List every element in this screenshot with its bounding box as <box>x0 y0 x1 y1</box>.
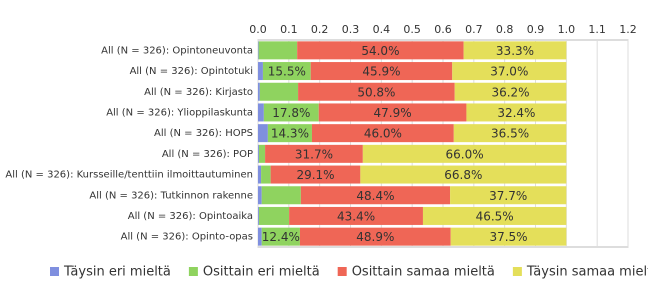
bar-segment <box>310 62 453 81</box>
bar-segment <box>263 103 319 122</box>
bar-segment <box>261 186 301 205</box>
legend-label: Osittain eri mieltä <box>203 265 320 280</box>
y-tick-label: All (N = 326): Tutkinnon rakenne <box>89 190 253 201</box>
data-label: 33.3% <box>496 44 534 58</box>
bar-segment <box>289 206 423 225</box>
data-label: 14.3% <box>271 127 309 141</box>
data-label: 47.9% <box>374 106 412 120</box>
y-tick-label: All (N = 326): Kirjasto <box>144 87 253 98</box>
y-tick-label: All (N = 326): Kursseille/tenttiin ilmoi… <box>5 170 253 181</box>
data-label: 48.4% <box>356 189 394 203</box>
data-label: 54.0% <box>361 44 399 58</box>
x-tick-label: 0.4 <box>373 23 391 36</box>
x-tick-label: 0.8 <box>496 23 514 36</box>
bar-segment <box>258 206 290 225</box>
data-label: 37.7% <box>489 189 527 203</box>
bar-segment <box>258 41 298 60</box>
legend-swatch <box>512 267 522 276</box>
x-tick-label: 0.2 <box>311 23 329 36</box>
y-tick-label: All (N = 326): Ylioppilaskunta <box>106 107 253 118</box>
bar-segment <box>258 186 262 205</box>
data-label: 50.8% <box>357 85 395 99</box>
data-label: 66.0% <box>446 147 484 161</box>
bar-segment <box>466 103 567 122</box>
bar-segment <box>261 165 271 184</box>
data-label: 37.0% <box>490 65 528 79</box>
legend-label: Täysin eri mieltä <box>63 265 171 280</box>
legend-swatch <box>337 267 347 276</box>
x-tick-label: 0.7 <box>465 23 483 36</box>
bar-segment <box>258 206 259 225</box>
data-label: 37.5% <box>489 230 527 244</box>
data-label: 36.2% <box>491 85 529 99</box>
bar-segment <box>258 227 262 246</box>
data-label: 31.7% <box>295 147 333 161</box>
y-tick-label: All (N = 326): Opinto-opas <box>121 232 253 243</box>
x-tick-label: 0.5 <box>403 23 421 36</box>
bar-segment <box>299 227 451 246</box>
bar-segment <box>259 82 299 101</box>
bar-segment <box>258 144 266 163</box>
bar-segment <box>262 62 311 81</box>
bar-segment <box>258 62 263 81</box>
x-tick-label: 1.2 <box>619 23 637 36</box>
legend-swatch <box>50 267 59 276</box>
bar-segment <box>360 165 567 184</box>
bar-segment <box>258 82 260 101</box>
data-label: 46.0% <box>364 127 402 141</box>
bar-segment <box>258 41 259 60</box>
y-tick-label: All (N = 326): Opintoneuvonta <box>101 45 253 56</box>
legend-label: Osittain samaa mieltä <box>352 265 495 280</box>
data-label: 12.4% <box>262 230 300 244</box>
bar-segment <box>267 124 312 143</box>
x-tick-label: 0.9 <box>527 23 545 36</box>
bar-segment <box>450 227 567 246</box>
bar-segment <box>298 82 455 101</box>
bar-segment <box>297 41 464 60</box>
data-label: 43.4% <box>337 209 375 223</box>
data-label: 15.5% <box>268 65 306 79</box>
bar-segment <box>450 186 567 205</box>
bar-segment <box>318 103 467 122</box>
data-label: 17.8% <box>272 106 310 120</box>
bar-segment <box>258 103 264 122</box>
bar-segment <box>265 144 363 163</box>
x-tick-label: 0.6 <box>434 23 452 36</box>
bar-segment <box>261 227 300 246</box>
x-tick-label: 0.1 <box>280 23 298 36</box>
bar-segment <box>300 186 451 205</box>
x-tick-label: 0.3 <box>342 23 360 36</box>
legend-swatch <box>188 267 198 276</box>
data-label: 48.9% <box>356 230 394 244</box>
bar-segment <box>258 124 268 143</box>
data-label: 36.5% <box>491 127 529 141</box>
x-tick-label: 0.0 <box>249 23 267 36</box>
data-label: 32.4% <box>497 106 535 120</box>
bar-segment <box>463 41 567 60</box>
legend-label: Täysin samaa mieltä <box>526 265 648 280</box>
data-label: 46.5% <box>476 209 514 223</box>
data-label: 29.1% <box>296 168 334 182</box>
y-tick-label: All (N = 326): Opintotuki <box>130 66 253 77</box>
y-tick-label: All (N = 326): HOPS <box>154 128 253 139</box>
bar-segment <box>454 82 567 101</box>
bar-segment <box>311 124 454 143</box>
bar-segment <box>422 206 567 225</box>
bar-segment <box>270 165 361 184</box>
data-label: 66.8% <box>444 168 482 182</box>
bar-segment <box>362 144 567 163</box>
y-tick-label: All (N = 326): Opintoaika <box>128 211 253 222</box>
bar-segment <box>258 165 262 184</box>
x-tick-label: 1.0 <box>558 23 576 36</box>
bar-segment <box>453 124 567 143</box>
bar-segment <box>258 144 259 163</box>
x-tick-label: 1.1 <box>588 23 606 36</box>
data-label: 45.9% <box>362 65 400 79</box>
y-tick-label: All (N = 326): POP <box>162 149 253 160</box>
bar-segment <box>452 62 567 81</box>
